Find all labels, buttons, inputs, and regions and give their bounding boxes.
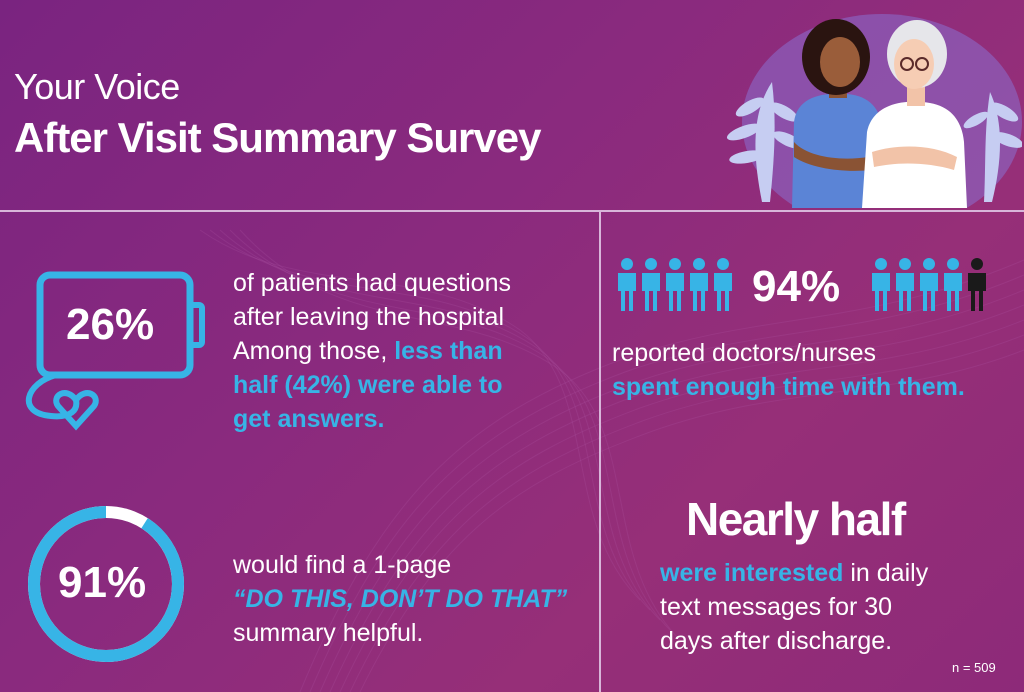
title-small: Your Voice	[14, 66, 180, 107]
stat-26-text: of patients had questions after leaving …	[233, 266, 583, 436]
progress-ring	[28, 506, 184, 662]
stat-91-value: 91%	[58, 558, 147, 607]
stat-94-line2: spent enough time with them.	[612, 373, 965, 401]
stat-nearly-half-line1: were interested in daily	[660, 556, 1020, 590]
nearly-half-headline: Nearly half	[686, 493, 906, 545]
nurse-patient-illustration	[726, 14, 1022, 208]
stat-91-line3: summary helpful.	[233, 619, 424, 647]
stat-26-line2: after leaving the hospital	[233, 303, 505, 331]
person-icon	[618, 258, 636, 311]
stat-nearly-half-text: were interested in daily text messages f…	[660, 556, 1020, 658]
stat-26-line3-highlight: less than	[394, 337, 503, 365]
stat-nearly-half-line2: text messages for 30	[660, 593, 893, 621]
person-icon	[920, 258, 938, 311]
people-icon-group-right	[872, 258, 986, 311]
stat-91-text: would find a 1-page “DO THIS, DON’T DO T…	[233, 548, 593, 650]
stat-nearly-half-line1-plain: in daily	[843, 559, 929, 587]
stat-26-line4: half (42%) were able to	[233, 371, 503, 399]
monitor-heart-icon	[26, 271, 205, 431]
person-icon	[944, 258, 962, 311]
stat-26-line3-plain: Among those,	[233, 337, 395, 365]
stat-nearly-half-line1-highlight: were interested	[660, 559, 844, 587]
stat-26-value: 26%	[66, 300, 155, 349]
vertical-divider	[599, 210, 601, 692]
stat-91-line2: “DO THIS, DON’T DO THAT”	[233, 585, 568, 613]
person-icon	[666, 258, 684, 311]
person-icon	[872, 258, 890, 311]
people-icon-group-left	[618, 258, 732, 311]
horizontal-divider	[0, 210, 1024, 212]
sample-size-footnote: n = 509	[952, 660, 996, 675]
stat-26-line3: Among those, less than	[233, 334, 583, 368]
person-icon-highlighted	[968, 258, 986, 311]
stat-26-line5: get answers.	[233, 405, 385, 433]
person-icon	[896, 258, 914, 311]
person-icon	[714, 258, 732, 311]
stat-94-line1: reported doctors/nurses	[612, 339, 877, 367]
stat-nearly-half-line3: days after discharge.	[660, 627, 893, 655]
stat-94-value: 94%	[752, 262, 841, 311]
stat-91-line1: would find a 1-page	[233, 551, 452, 579]
stat-26-line1: of patients had questions	[233, 269, 511, 297]
page-title: After Visit Summary Survey	[14, 114, 541, 161]
progress-ring-fill	[28, 506, 184, 662]
person-icon	[642, 258, 660, 311]
person-icon	[690, 258, 708, 311]
stat-94-text: reported doctors/nurses spent enough tim…	[612, 336, 1017, 404]
